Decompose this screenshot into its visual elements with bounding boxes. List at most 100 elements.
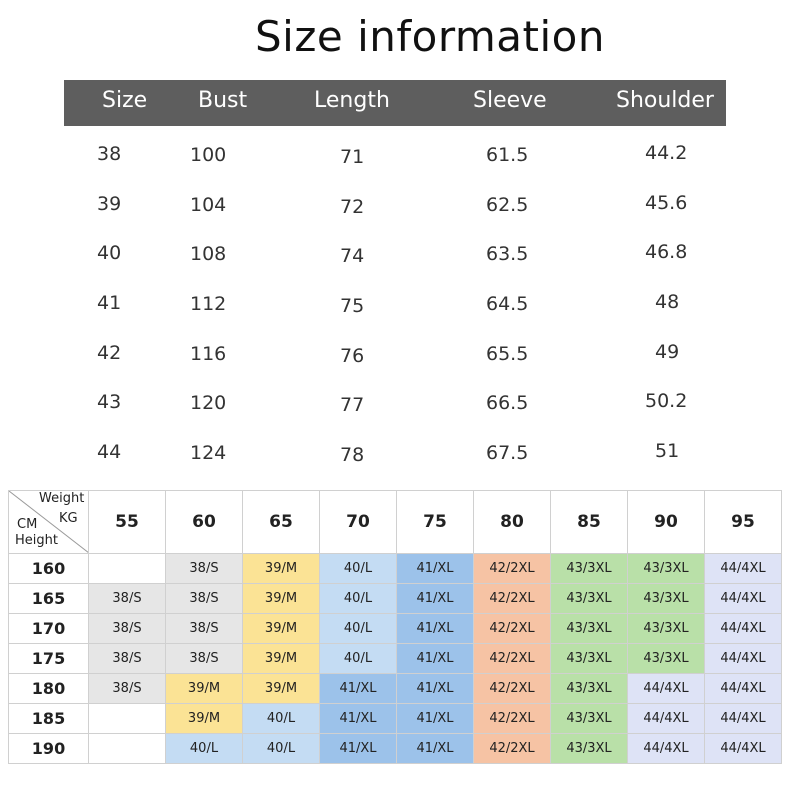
size-chart-table: Weight KG CM Height 55 60 65 70 75 80 85…: [8, 490, 782, 764]
size-cell: 43/3XL: [627, 643, 705, 674]
size-cell: 40/L: [319, 553, 397, 584]
cell-sleeve: 61.5: [486, 144, 529, 166]
size-cell: 41/XL: [396, 703, 474, 734]
size-cell: 44/4XL: [627, 703, 705, 734]
table-row: 165 38/S 38/S 39/M 40/L 41/XL 42/2XL 43/3XL 43/3…: [8, 583, 782, 614]
cell-size: 38: [97, 143, 122, 165]
weight-col-95: 95: [704, 490, 782, 554]
weight-col-70: 70: [319, 490, 397, 554]
cell-sleeve: 65.5: [486, 343, 529, 365]
size-cell: 39/M: [242, 673, 320, 704]
size-cell: 39/M: [242, 553, 320, 584]
cell-bust: 112: [190, 293, 227, 315]
weight-col-85: 85: [550, 490, 628, 554]
cell-length: 75: [340, 295, 365, 317]
size-cell: 44/4XL: [627, 733, 705, 764]
size-cell: 40/L: [242, 733, 320, 764]
size-cell: 44/4XL: [704, 613, 782, 644]
header-length: Length: [314, 88, 390, 113]
size-cell: 41/XL: [396, 643, 474, 674]
cell-size: 43: [97, 391, 122, 413]
cell-bust: 124: [190, 442, 227, 464]
size-cell: 42/2XL: [473, 583, 551, 614]
size-cell: 44/4XL: [704, 673, 782, 704]
height-cell: 160: [8, 553, 89, 584]
size-cell: 39/M: [242, 643, 320, 674]
size-cell: 42/2XL: [473, 613, 551, 644]
page-title: Size information: [255, 12, 605, 61]
kg-label: KG: [59, 511, 78, 526]
size-cell: 40/L: [319, 643, 397, 674]
cm-label: CM: [17, 517, 38, 532]
size-cell: 39/M: [242, 583, 320, 614]
size-cell: 41/XL: [396, 673, 474, 704]
table-row: 180 38/S 39/M 39/M 41/XL 41/XL 42/2XL 43/3XL 44/…: [8, 673, 782, 704]
size-cell: [88, 553, 166, 584]
weight-label: Weight: [39, 491, 85, 507]
height-cell: 190: [8, 733, 89, 764]
cell-size: 42: [97, 342, 122, 364]
weight-col-80: 80: [473, 490, 551, 554]
size-cell: 43/3XL: [550, 733, 628, 764]
size-cell: 43/3XL: [550, 673, 628, 704]
cell-shoulder: 51: [655, 440, 680, 462]
height-cell: 180: [8, 673, 89, 704]
size-cell: 38/S: [88, 643, 166, 674]
cell-bust: 104: [190, 194, 227, 216]
cell-length: 71: [340, 146, 365, 168]
diagonal-divider: [9, 491, 88, 553]
size-cell: 44/4XL: [704, 643, 782, 674]
cell-size: 41: [97, 292, 122, 314]
weight-header-row: Weight KG CM Height 55 60 65 70 75 80 85…: [8, 490, 782, 554]
cell-bust: 108: [190, 243, 227, 265]
size-cell: 41/XL: [319, 733, 397, 764]
size-cell: 38/S: [165, 613, 243, 644]
size-cell: 41/XL: [396, 583, 474, 614]
size-cell: 44/4XL: [627, 673, 705, 704]
size-cell: 42/2XL: [473, 703, 551, 734]
cell-sleeve: 62.5: [486, 194, 529, 216]
cell-bust: 116: [190, 343, 227, 365]
cell-size: 39: [97, 193, 122, 215]
corner-cell: Weight KG CM Height: [8, 490, 89, 554]
size-cell: 44/4XL: [704, 583, 782, 614]
cell-shoulder: 46.8: [645, 241, 688, 263]
weight-col-90: 90: [627, 490, 705, 554]
size-cell: 43/3XL: [550, 703, 628, 734]
height-cell: 170: [8, 613, 89, 644]
weight-col-65: 65: [242, 490, 320, 554]
size-cell: 43/3XL: [550, 553, 628, 584]
cell-sleeve: 67.5: [486, 442, 529, 464]
size-cell: 43/3XL: [627, 583, 705, 614]
size-cell: 41/XL: [396, 613, 474, 644]
cell-length: 72: [340, 196, 365, 218]
weight-col-60: 60: [165, 490, 243, 554]
cell-length: 77: [340, 394, 365, 416]
cell-size: 40: [97, 242, 122, 264]
size-cell: 40/L: [165, 733, 243, 764]
size-cell: 42/2XL: [473, 643, 551, 674]
size-cell: 43/3XL: [627, 613, 705, 644]
size-cell: 39/M: [165, 703, 243, 734]
table-row: 190 40/L 40/L 41/XL 41/XL 42/2XL 43/3XL 44/4XL 4…: [8, 733, 782, 764]
weight-col-55: 55: [88, 490, 166, 554]
height-cell: 175: [8, 643, 89, 674]
cell-length: 74: [340, 245, 365, 267]
cell-shoulder: 45.6: [645, 192, 688, 214]
cell-sleeve: 63.5: [486, 243, 529, 265]
height-cell: 185: [8, 703, 89, 734]
size-cell: 38/S: [88, 673, 166, 704]
size-cell: 42/2XL: [473, 553, 551, 584]
size-cell: 39/M: [165, 673, 243, 704]
size-cell: 41/XL: [319, 703, 397, 734]
size-cell: 38/S: [88, 613, 166, 644]
size-cell: 44/4XL: [704, 703, 782, 734]
height-label: Height: [15, 533, 58, 548]
size-cell: 43/3XL: [550, 643, 628, 674]
height-cell: 165: [8, 583, 89, 614]
size-cell: 43/3XL: [550, 583, 628, 614]
cell-shoulder: 44.2: [645, 142, 688, 164]
cell-length: 78: [340, 444, 365, 466]
cell-sleeve: 66.5: [486, 392, 529, 414]
table-row: 185 39/M 40/L 41/XL 41/XL 42/2XL 43/3XL 44/4XL 4…: [8, 703, 782, 734]
